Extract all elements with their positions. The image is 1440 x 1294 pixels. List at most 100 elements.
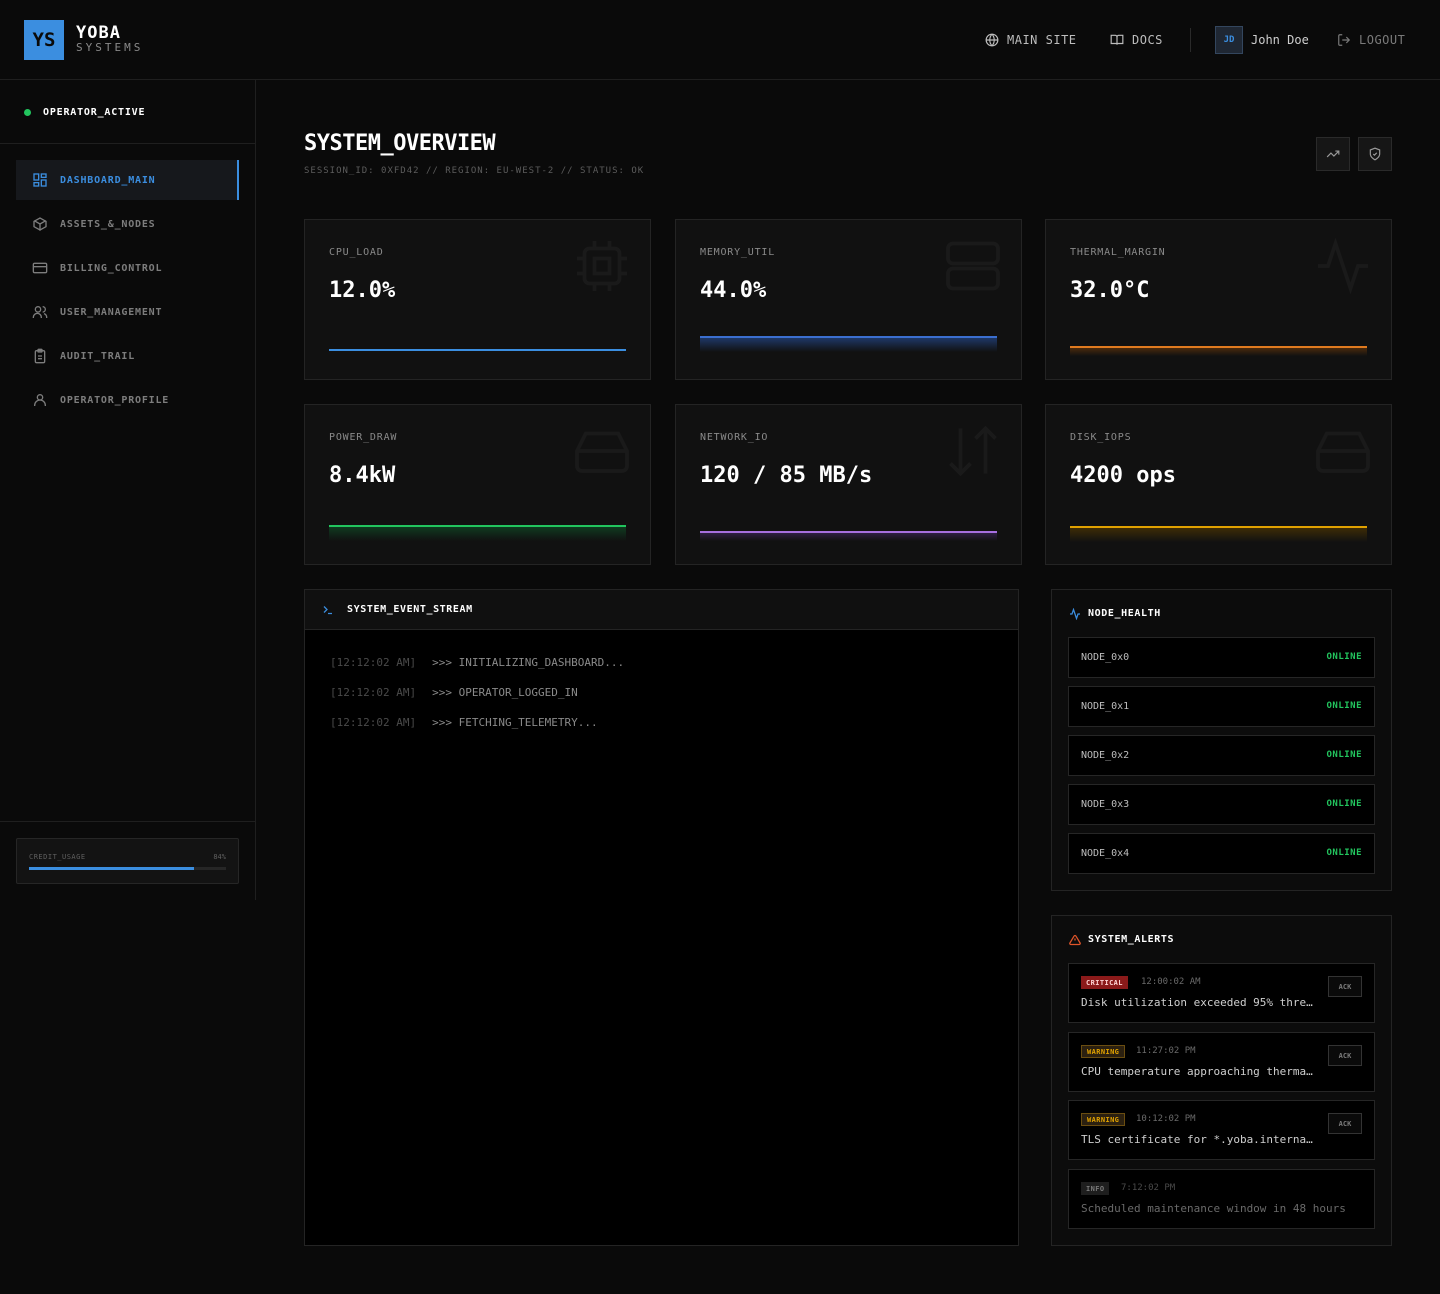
security-button[interactable] [1358,137,1392,171]
metric-label: CPU_LOAD [329,247,384,258]
logout-button[interactable]: LOGOUT [1337,30,1405,50]
node-name: NODE_0x4 [1081,848,1130,859]
alert-message: Scheduled maintenance window in 48 hours [1081,1202,1346,1215]
metric-bar-glow [700,533,997,541]
node-name: NODE_0x0 [1081,652,1130,663]
trending-up-icon [1326,150,1340,158]
metric-value: 44.0% [700,278,767,303]
node-row[interactable]: NODE_0x3 ONLINE [1068,784,1375,825]
ack-button[interactable]: ACK [1328,976,1362,997]
credit-usage-percent: 84% [213,853,226,861]
metric-label: THERMAL_MARGIN [1070,247,1166,258]
credit-card-icon [32,262,48,274]
metric-bar [329,349,626,351]
node-status: ONLINE [1326,701,1362,711]
ack-button[interactable]: ACK [1328,1045,1362,1066]
metric-card-power-draw: POWER_DRAW 8.4kW [304,404,651,565]
log-message: >>> INITIALIZING_DASHBOARD... [432,656,625,669]
metric-card-thermal-margin: THERMAL_MARGIN 32.0°C [1045,219,1392,380]
node-row[interactable]: NODE_0x0 ONLINE [1068,637,1375,678]
users-icon [32,306,48,318]
metric-value: 8.4kW [329,463,396,488]
alert-row: CRITICAL 12:00:02 AM Disk utilization ex… [1068,963,1375,1023]
metric-value: 12.0% [329,278,396,303]
log-line: [12:12:02 AM] >>> OPERATOR_LOGGED_IN [330,686,578,699]
alert-time: 11:27:02 PM [1136,1046,1196,1056]
user-name[interactable]: John Doe [1251,33,1309,47]
sidebar-item-operator-profile[interactable]: OPERATOR_PROFILE [16,380,239,420]
docs-label: DOCS [1132,33,1163,47]
metric-label: MEMORY_UTIL [700,247,776,258]
metric-card-disk-iops: DISK_IOPS 4200 ops [1045,404,1392,565]
status-dot-icon [24,109,31,116]
metric-bar [700,336,997,338]
alert-badge: CRITICAL [1081,976,1128,989]
terminal-icon [323,606,332,615]
sidebar-item-billing-control[interactable]: BILLING_CONTROL [16,248,239,288]
alert-message: Disk utilization exceeded 95% threshold … [1081,996,1317,1009]
log-message: >>> OPERATOR_LOGGED_IN [432,686,578,699]
sidebar-item-user-management[interactable]: USER_MANAGEMENT [16,292,239,332]
page-subtitle: SESSION_ID: 0XFD42 // REGION: EU-WEST-2 … [304,166,645,176]
docs-link[interactable]: DOCS [1110,30,1163,50]
clipboard-icon [34,348,46,364]
top-header: YS YOBA SYSTEMS MAIN SITE DOCS JD John D… [0,0,1440,80]
node-status: ONLINE [1326,750,1362,760]
node-name: NODE_0x3 [1081,799,1130,810]
metric-bar-glow [1070,528,1367,542]
header-divider [1190,28,1191,52]
metric-card-network-io: NETWORK_IO 120 / 85 MB/s [675,404,1022,565]
logo-mark[interactable]: YS [24,20,64,60]
activity-icon [1318,237,1368,295]
metric-bar [700,531,997,533]
system-alerts-title: SYSTEM_ALERTS [1088,934,1175,945]
node-row[interactable]: NODE_0x4 ONLINE [1068,833,1375,874]
ack-button[interactable]: ACK [1328,1113,1362,1134]
alert-time: 10:12:02 PM [1136,1114,1196,1124]
alert-time: 12:00:02 AM [1141,977,1201,987]
node-health-panel: NODE_HEALTH NODE_0x0 ONLINE NODE_0x1 ONL… [1051,589,1392,891]
cpu-icon [577,241,627,291]
avatar[interactable]: JD [1215,26,1243,54]
sidebar-item-label: OPERATOR_PROFILE [60,394,170,406]
node-row[interactable]: NODE_0x2 ONLINE [1068,735,1375,776]
sidebar-item-label: ASSETS_&_NODES [60,218,156,230]
arrows-up-down-icon [949,425,997,477]
log-time: [12:12:02 AM] [330,686,417,699]
log-time: [12:12:02 AM] [330,656,417,669]
alert-badge: INFO [1081,1182,1110,1195]
metric-card-cpu-load: CPU_LOAD 12.0% [304,219,651,380]
credit-usage-track [29,867,226,870]
server-icon [946,241,1000,291]
log-line: [12:12:02 AM] >>> FETCHING_TELEMETRY... [330,716,598,729]
node-status: ONLINE [1326,799,1362,809]
logo-subtitle: SYSTEMS [76,41,144,54]
logout-label: LOGOUT [1359,33,1406,47]
hard-drive-icon [575,431,629,473]
log-line: [12:12:02 AM] >>> INITIALIZING_DASHBOARD… [330,656,624,669]
metric-card-memory-util: MEMORY_UTIL 44.0% [675,219,1022,380]
sidebar-item-audit-trail[interactable]: AUDIT_TRAIL [16,336,239,376]
credit-usage-label: CREDIT_USAGE [29,853,86,861]
node-name: NODE_0x2 [1081,750,1130,761]
book-icon [1110,34,1124,45]
alert-row: WARNING 10:12:02 PM TLS certificate for … [1068,1100,1375,1160]
alert-message: CPU temperature approaching thermal limi… [1081,1065,1317,1078]
main-site-label: MAIN SITE [1007,33,1077,47]
node-row[interactable]: NODE_0x1 ONLINE [1068,686,1375,727]
credit-usage-fill [29,867,195,870]
metric-bar [329,525,626,527]
operator-status: OPERATOR_ACTIVE [24,107,145,118]
metric-value: 4200 ops [1070,463,1176,488]
sidebar-item-label: USER_MANAGEMENT [60,306,163,318]
sidebar-item-assets-nodes[interactable]: ASSETS_&_NODES [16,204,239,244]
dashboard-icon [33,173,47,187]
page-title: SYSTEM_OVERVIEW [304,131,496,156]
main-site-link[interactable]: MAIN SITE [985,30,1077,50]
hard-drive-icon [1316,431,1370,473]
log-message: >>> FETCHING_TELEMETRY... [432,716,598,729]
alert-row: INFO 7:12:02 PM Scheduled maintenance wi… [1068,1169,1375,1229]
trend-button[interactable] [1316,137,1350,171]
event-stream-title: SYSTEM_EVENT_STREAM [347,604,473,615]
sidebar-item-dashboard-main[interactable]: DASHBOARD_MAIN [16,160,239,200]
